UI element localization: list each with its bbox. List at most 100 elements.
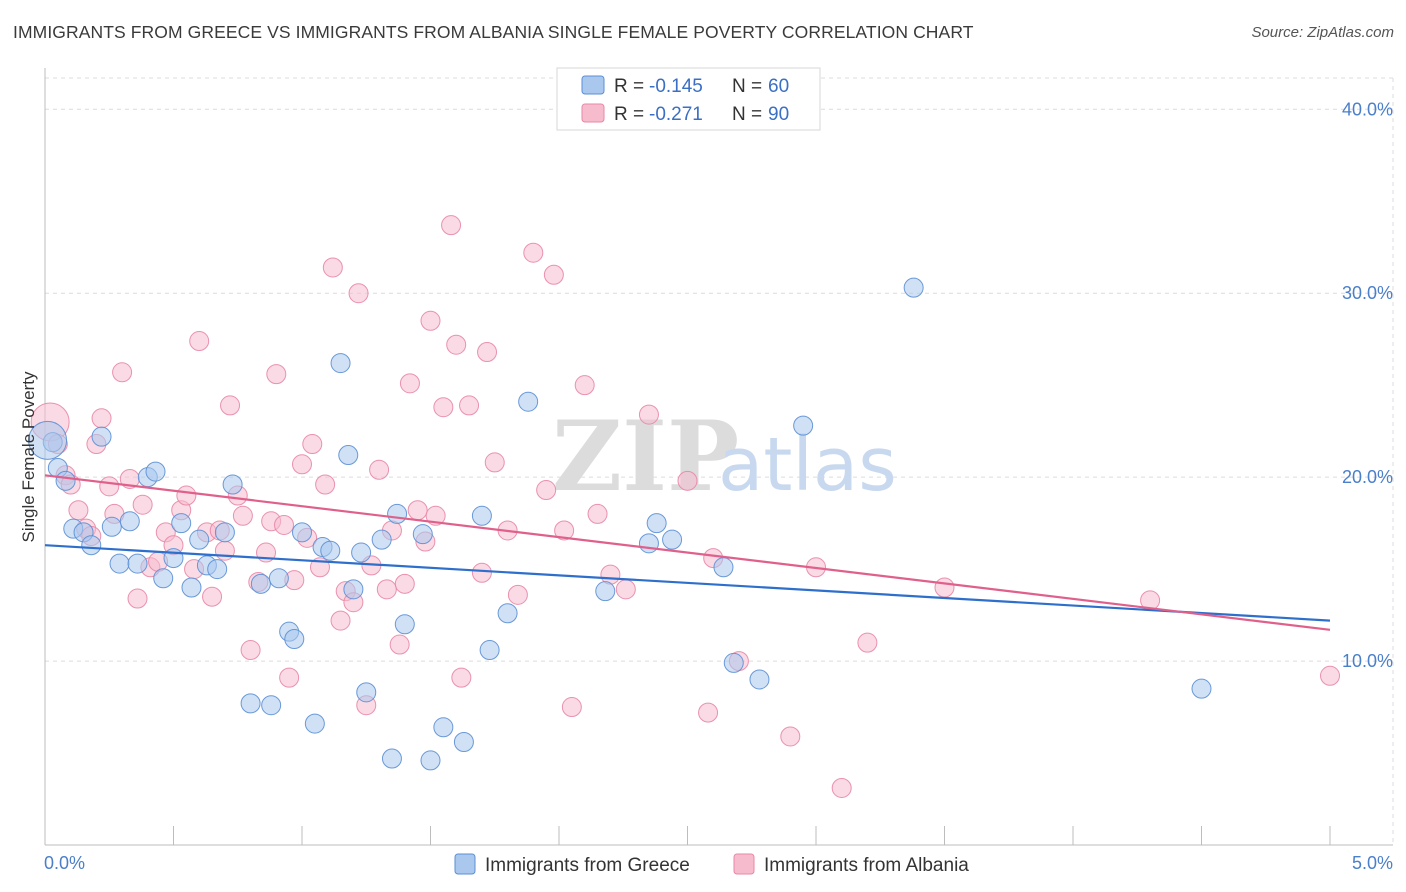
y-tick-label: 10.0%: [1342, 651, 1393, 671]
legend-greece-r-value: -0.145: [649, 76, 703, 97]
data-point: [574, 375, 595, 396]
data-point: [356, 682, 377, 703]
y-tick-label: 30.0%: [1342, 283, 1393, 303]
data-point: [109, 553, 130, 574]
data-point: [292, 454, 312, 475]
data-point: [446, 334, 467, 355]
data-point: [662, 529, 683, 550]
data-point: [471, 505, 492, 526]
data-point: [330, 610, 351, 631]
data-point: [420, 310, 441, 331]
data-point: [222, 474, 243, 495]
data-point: [1320, 665, 1340, 686]
data-point: [189, 331, 210, 352]
points-greece: [28, 277, 1212, 771]
data-point: [1191, 678, 1212, 699]
data-point: [376, 579, 397, 600]
data-point: [857, 632, 878, 653]
data-point: [68, 500, 89, 521]
legend-albania-n-label: N =: [732, 104, 762, 125]
data-point: [268, 568, 289, 589]
data-point: [451, 667, 472, 688]
y-axis-label: Single Female Poverty: [19, 371, 38, 543]
y-tick-label: 40.0%: [1342, 99, 1393, 119]
data-point: [381, 748, 402, 769]
data-point: [338, 445, 359, 466]
data-point: [471, 562, 492, 583]
data-point: [554, 520, 575, 541]
data-point: [153, 568, 174, 589]
data-point: [441, 215, 462, 236]
data-point: [127, 588, 148, 609]
x-tick-max: 5.0%: [1352, 853, 1393, 873]
legend-greece-n-value: 60: [768, 76, 789, 97]
data-point: [322, 257, 343, 278]
data-point: [266, 364, 287, 385]
data-point: [394, 614, 415, 635]
data-point: [425, 505, 446, 526]
data-point: [189, 529, 210, 550]
legend-swatch-albania: [581, 103, 605, 123]
data-point: [394, 573, 415, 594]
data-point: [176, 485, 197, 506]
legend-greece-r-label: R =: [614, 76, 644, 97]
legend-albania-r-value: -0.271: [649, 104, 703, 125]
data-point: [202, 586, 223, 607]
data-point: [543, 264, 564, 285]
data-point: [127, 553, 148, 574]
data-point: [369, 459, 390, 480]
data-point: [371, 529, 392, 550]
data-point: [934, 577, 955, 598]
data-point: [420, 750, 441, 771]
data-point: [250, 573, 271, 594]
data-point: [518, 391, 539, 412]
x-tick-min: 0.0%: [44, 853, 85, 873]
data-point: [214, 540, 235, 561]
data-point: [330, 353, 351, 374]
data-point: [677, 470, 698, 491]
data-point: [220, 395, 241, 416]
data-point: [713, 557, 734, 578]
data-point: [351, 542, 372, 563]
series-legend: Immigrants from Greece Immigrants from A…: [454, 853, 969, 876]
bottom-legend-swatch-albania: [733, 853, 755, 875]
data-point: [55, 470, 76, 491]
data-point: [479, 640, 500, 661]
bottom-legend-swatch-greece: [454, 853, 476, 875]
data-point: [523, 242, 544, 263]
watermark-atlas: atlas: [718, 422, 897, 508]
data-point: [214, 522, 235, 543]
data-point: [595, 581, 616, 602]
data-point: [903, 277, 924, 298]
data-point: [831, 777, 852, 798]
data-point: [232, 505, 253, 526]
data-point: [261, 695, 282, 716]
data-point: [292, 522, 312, 543]
data-point: [412, 524, 433, 545]
data-point: [407, 500, 428, 521]
trendline-albania: [44, 474, 1331, 631]
data-point: [389, 634, 410, 655]
data-point: [112, 362, 133, 383]
data-point: [132, 494, 153, 515]
data-point: [304, 713, 325, 734]
data-point: [274, 514, 295, 535]
data-point: [453, 731, 474, 752]
data-point: [477, 342, 498, 363]
bottom-legend-greece: Immigrants from Greece: [485, 855, 690, 876]
correlation-legend: R = -0.145 N = 60 R = -0.271 N = 90: [556, 67, 821, 131]
legend-albania-r-label: R =: [614, 104, 644, 125]
data-point: [399, 373, 420, 394]
data-point: [181, 577, 202, 598]
legend-swatch-greece: [581, 75, 605, 95]
data-point: [484, 452, 505, 473]
y-tick-label: 20.0%: [1342, 467, 1393, 487]
data-point: [433, 717, 454, 738]
legend-albania-n-value: 90: [768, 104, 789, 125]
data-point: [240, 640, 261, 661]
data-point: [433, 397, 454, 418]
data-point: [698, 702, 719, 723]
data-point: [81, 535, 102, 556]
data-point: [459, 395, 480, 416]
